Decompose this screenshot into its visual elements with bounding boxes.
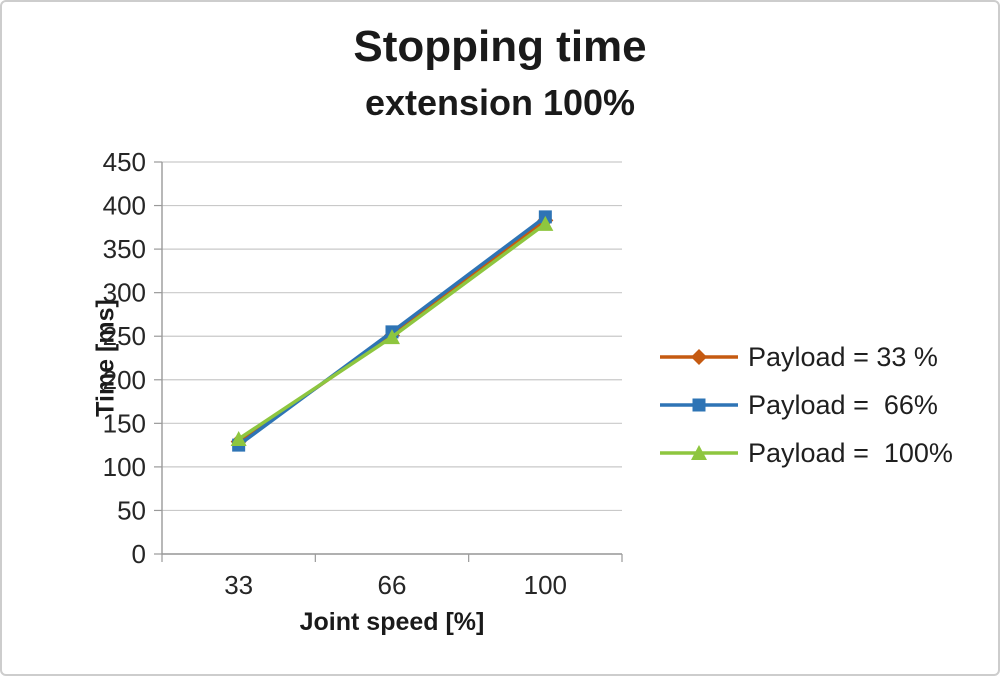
legend-label: Payload = 100%	[748, 437, 953, 468]
marker-triangle	[230, 431, 247, 447]
legend: Payload = 33 % Payload = 66% Payload = 100…	[658, 333, 953, 477]
x-tick-label: 100	[524, 570, 567, 600]
marker-triangle	[537, 215, 554, 231]
chart-subtitle: extension 100%	[364, 82, 636, 123]
legend-item: Payload = 100%	[658, 429, 953, 477]
marker-diamond	[691, 349, 707, 365]
y-tick-label: 150	[103, 408, 146, 438]
marker-square	[692, 398, 706, 412]
x-axis-title: Joint speed [%]	[299, 608, 485, 636]
y-tick-label: 0	[132, 539, 146, 569]
y-tick-label: 250	[103, 321, 146, 351]
y-tick-label: 350	[103, 234, 146, 264]
marker-triangle	[384, 329, 400, 345]
legend-swatch	[660, 398, 738, 412]
y-tick-label: 50	[117, 495, 146, 525]
y-tick-label: 100	[103, 452, 146, 482]
legend-item: Payload = 33 %	[658, 333, 953, 381]
marker-triangle	[691, 445, 707, 460]
y-tick-label: 300	[103, 278, 146, 308]
legend-item: Payload = 66%	[658, 381, 953, 429]
legend-label: Payload = 66%	[748, 389, 938, 420]
legend-label: Payload = 33 %	[748, 341, 938, 372]
y-tick-label: 200	[103, 365, 146, 395]
x-tick-label: 33	[224, 570, 253, 600]
y-tick-label: 400	[103, 191, 146, 221]
chart-title: Stopping time	[353, 22, 647, 71]
y-tick-label: 450	[103, 147, 146, 177]
legend-swatch	[660, 445, 738, 460]
x-tick-label: 66	[378, 570, 407, 600]
legend-swatch	[660, 349, 738, 365]
